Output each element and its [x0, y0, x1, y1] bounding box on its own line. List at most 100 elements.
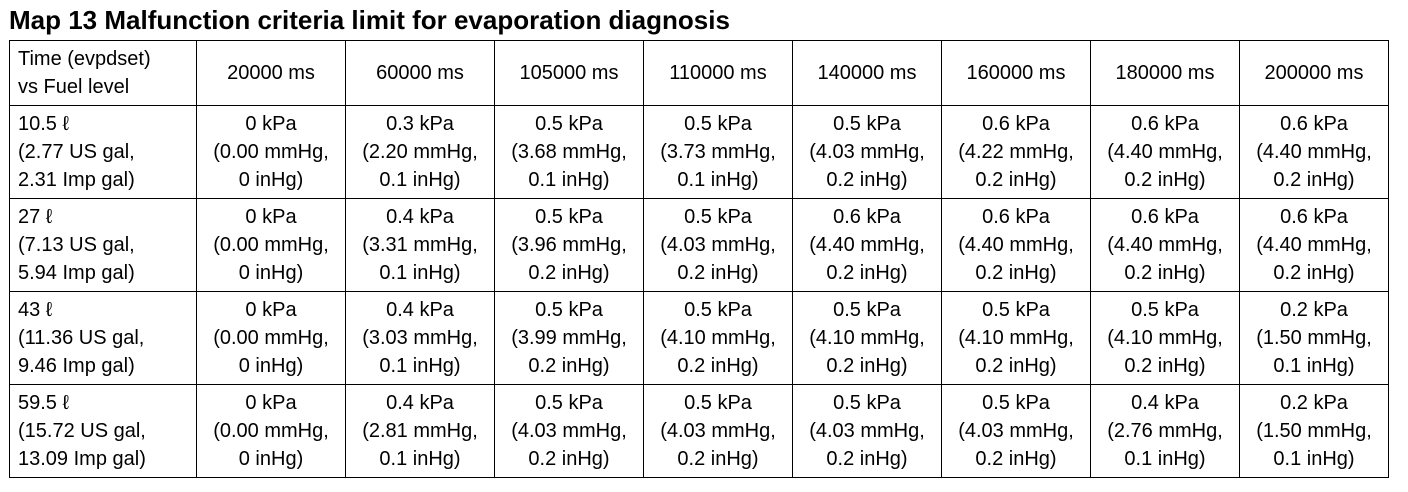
cell-line: (0.00 mmHg, [213, 234, 329, 256]
cell-line: (3.99 mmHg, [511, 327, 627, 349]
cell-line: 0.2 inHg) [1124, 355, 1206, 377]
cell-line: (0.00 mmHg, [213, 420, 329, 442]
cell-line: 0.2 inHg) [528, 355, 610, 377]
header-cell: 180000 ms [1090, 40, 1240, 106]
cell-line: 0.5 kPa [535, 392, 603, 414]
cell-line: 0.5 kPa [684, 113, 752, 135]
header-cell: 20000 ms [196, 40, 346, 106]
value-cell: 0.5 kPa (4.10 mmHg, 0.2 inHg) [792, 291, 942, 385]
cell-line: 0.4 kPa [386, 206, 454, 228]
header-cell: 200000 ms [1239, 40, 1389, 106]
value-cell: 0.6 kPa (4.22 mmHg, 0.2 inHg) [941, 105, 1091, 199]
cell-line: 0.5 kPa [535, 206, 603, 228]
cell-line: (4.10 mmHg, [958, 327, 1074, 349]
row-label-cell: 27 ℓ (7.13 US gal, 5.94 Imp gal) [9, 198, 197, 292]
value-cell: 0.5 kPa (4.03 mmHg, 0.2 inHg) [792, 105, 942, 199]
value-cell: 0.5 kPa (3.99 mmHg, 0.2 inHg) [494, 291, 644, 385]
cell-line: 0.5 kPa [982, 392, 1050, 414]
value-cell: 0 kPa (0.00 mmHg, 0 inHg) [196, 384, 346, 478]
cell-line: (4.22 mmHg, [958, 141, 1074, 163]
cell-line: 0.5 kPa [684, 206, 752, 228]
cell-line: 0.2 inHg) [975, 169, 1057, 191]
cell-line: 0 kPa [245, 113, 297, 135]
value-cell: 0 kPa (0.00 mmHg, 0 inHg) [196, 105, 346, 199]
cell-line: 0.2 inHg) [1273, 169, 1355, 191]
cell-line: 5.94 Imp gal) [18, 262, 135, 284]
table: Time (evpdset) vs Fuel level 20000 ms 60000… [9, 40, 1389, 478]
data-row: 59.5 ℓ (15.72 US gal, 13.09 Imp gal) 0 kPa (… [9, 384, 1389, 478]
cell-line: 0.4 kPa [386, 299, 454, 321]
header-cell: 105000 ms [494, 40, 644, 106]
value-cell: 0.4 kPa (2.76 mmHg, 0.1 inHg) [1090, 384, 1240, 478]
cell-line: 0 kPa [245, 392, 297, 414]
cell-line: 0.5 kPa [535, 113, 603, 135]
cell-line: (7.13 US gal, [18, 234, 135, 256]
cell-line: 13.09 Imp gal) [18, 448, 146, 470]
cell-line: 0.5 kPa [684, 299, 752, 321]
row-label-cell: 43 ℓ (11.36 US gal, 9.46 Imp gal) [9, 291, 197, 385]
cell-line: 0.1 inHg) [1124, 448, 1206, 470]
value-cell: 0.5 kPa (3.68 mmHg, 0.1 inHg) [494, 105, 644, 199]
cell-line: 2.31 Imp gal) [18, 169, 135, 191]
cell-line: 27 ℓ [18, 206, 53, 228]
cell-line: (3.03 mmHg, [362, 327, 478, 349]
cell-line: 0.2 inHg) [975, 448, 1057, 470]
value-cell: 0.6 kPa (4.40 mmHg, 0.2 inHg) [1239, 198, 1389, 292]
cell-line: (4.10 mmHg, [1107, 327, 1223, 349]
cell-line: (4.40 mmHg, [1107, 234, 1223, 256]
cell-line: 160000 ms [966, 62, 1066, 84]
header-cell: 110000 ms [643, 40, 793, 106]
cell-line: (4.40 mmHg, [809, 234, 925, 256]
cell-line: (1.50 mmHg, [1256, 420, 1372, 442]
cell-line: (3.96 mmHg, [511, 234, 627, 256]
header-cell: 60000 ms [345, 40, 495, 106]
value-cell: 0.6 kPa (4.40 mmHg, 0.2 inHg) [792, 198, 942, 292]
cell-line: 0.2 inHg) [1273, 262, 1355, 284]
value-cell: 0.3 kPa (2.20 mmHg, 0.1 inHg) [345, 105, 495, 199]
cell-line: 0.2 inHg) [826, 448, 908, 470]
data-row: 43 ℓ (11.36 US gal, 9.46 Imp gal) 0 kPa (0.0… [9, 291, 1389, 385]
row-label-cell: 59.5 ℓ (15.72 US gal, 13.09 Imp gal) [9, 384, 197, 478]
cell-line: 0.2 inHg) [677, 355, 759, 377]
cell-line: 0.4 kPa [386, 392, 454, 414]
cell-line: (4.03 mmHg, [511, 420, 627, 442]
cell-line: (1.50 mmHg, [1256, 327, 1372, 349]
cell-line: Time (evpdset) [18, 48, 151, 70]
value-cell: 0.5 kPa (4.10 mmHg, 0.2 inHg) [643, 291, 793, 385]
header-cell: Time (evpdset) vs Fuel level [9, 40, 197, 106]
cell-line: 0.2 kPa [1280, 392, 1348, 414]
data-row: 10.5 ℓ (2.77 US gal, 2.31 Imp gal) 0 kPa (0.… [9, 105, 1389, 199]
value-cell: 0.2 kPa (1.50 mmHg, 0.1 inHg) [1239, 384, 1389, 478]
value-cell: 0.5 kPa (4.10 mmHg, 0.2 inHg) [941, 291, 1091, 385]
cell-line: (4.03 mmHg, [660, 420, 776, 442]
cell-line: (0.00 mmHg, [213, 141, 329, 163]
value-cell: 0.5 kPa (3.96 mmHg, 0.2 inHg) [494, 198, 644, 292]
cell-line: 0.2 inHg) [826, 355, 908, 377]
cell-line: 0.5 kPa [535, 299, 603, 321]
cell-line: 0.2 inHg) [677, 448, 759, 470]
cell-line: (4.03 mmHg, [809, 420, 925, 442]
value-cell: 0.4 kPa (3.03 mmHg, 0.1 inHg) [345, 291, 495, 385]
cell-line: 0.5 kPa [1131, 299, 1199, 321]
cell-line: 0.5 kPa [833, 392, 901, 414]
cell-line: 0.4 kPa [1131, 392, 1199, 414]
cell-line: (4.40 mmHg, [1107, 141, 1223, 163]
cell-line: 200000 ms [1264, 62, 1364, 84]
cell-line: (0.00 mmHg, [213, 327, 329, 349]
cell-line: 20000 ms [227, 62, 315, 84]
cell-line: 0.2 inHg) [1124, 169, 1206, 191]
value-cell: 0.6 kPa (4.40 mmHg, 0.2 inHg) [1090, 198, 1240, 292]
value-cell: 0.5 kPa (3.73 mmHg, 0.1 inHg) [643, 105, 793, 199]
cell-line: 9.46 Imp gal) [18, 355, 135, 377]
value-cell: 0.4 kPa (2.81 mmHg, 0.1 inHg) [345, 384, 495, 478]
cell-line: 0 kPa [245, 206, 297, 228]
value-cell: 0.6 kPa (4.40 mmHg, 0.2 inHg) [1090, 105, 1240, 199]
cell-line: 0.6 kPa [1131, 206, 1199, 228]
cell-line: (4.03 mmHg, [809, 141, 925, 163]
cell-line: 180000 ms [1115, 62, 1215, 84]
cell-line: (2.20 mmHg, [362, 141, 478, 163]
value-cell: 0.6 kPa (4.40 mmHg, 0.2 inHg) [941, 198, 1091, 292]
cell-line: 0.6 kPa [833, 206, 901, 228]
value-cell: 0.4 kPa (3.31 mmHg, 0.1 inHg) [345, 198, 495, 292]
